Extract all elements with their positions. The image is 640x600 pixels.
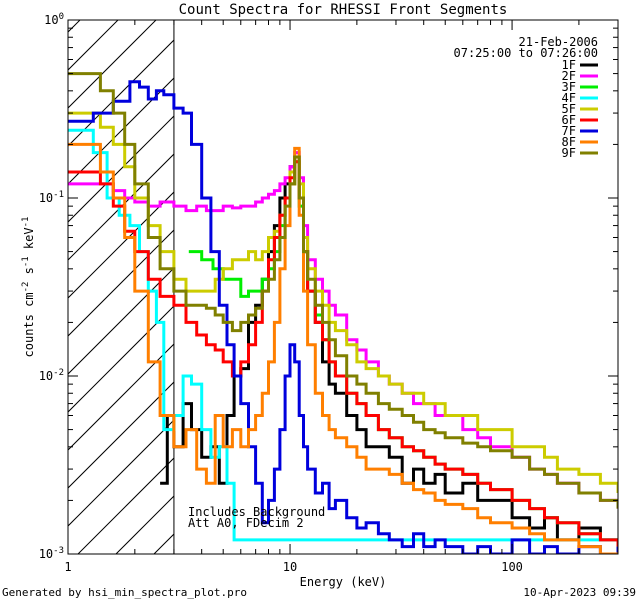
hatch-line [68,419,174,527]
footer-generated-by: Generated by hsi_min_spectra_plot.pro [2,586,247,599]
hatch-line [68,77,174,185]
y-tick-label: 10-3 [39,546,64,561]
series-9F-line [68,72,618,509]
x-tick-label: 10 [283,560,297,574]
series-5F-line [68,111,618,493]
footer-timestamp: 10-Apr-2023 09:39 [523,586,636,599]
x-tick-label: 100 [501,560,523,574]
note-attenuator: Att A0, FDecim 2 [188,516,304,530]
legend-label-8F: 8F [562,135,576,149]
note-background: Includes Background [188,505,325,519]
legend-label-9F: 9F [562,146,576,160]
legend-label-5F: 5F [562,102,576,116]
hatch-line [68,229,174,337]
series-6F-line [68,160,618,547]
legend-label-7F: 7F [562,124,576,138]
legend-label-4F: 4F [562,91,576,105]
legend-label-3F: 3F [562,80,576,94]
x-tick-label: 1 [64,560,71,574]
legend-label-1F: 1F [562,58,576,72]
series-layer [68,72,618,554]
hatch-line [68,39,174,147]
hatch-line [68,20,119,71]
y-tick-label: 10-1 [39,190,64,205]
y-tick-label: 10-2 [39,368,64,383]
hatch-line [68,191,174,299]
legend-time-range: 07:25:00 to 07:26:00 [454,46,599,60]
plot-frame [67,19,619,555]
hatch-line [77,457,174,554]
legend-date: 21-Feb-2006 [519,35,598,49]
series-4F-line [68,128,618,542]
x-axis-label: Energy (keV) [300,575,387,589]
x-axis: 1 10 100 [64,20,619,574]
y-axis-label: counts cm-2 s-1 keV-1 [21,217,36,358]
series-8F-line [68,142,618,554]
hatch-line [68,267,174,375]
series-7F-line [68,80,618,554]
series-3F-line [188,160,618,547]
hatch-line [68,381,174,489]
y-axis: 100 10-1 10-2 10-3 [39,12,618,561]
legend-label-2F: 2F [562,69,576,83]
chart-title: Count Spectra for RHESSI Front Segments [179,2,508,18]
legend-label-6F: 6F [562,113,576,127]
y-tick-label: 100 [44,12,64,27]
series-1F-line [160,155,618,547]
